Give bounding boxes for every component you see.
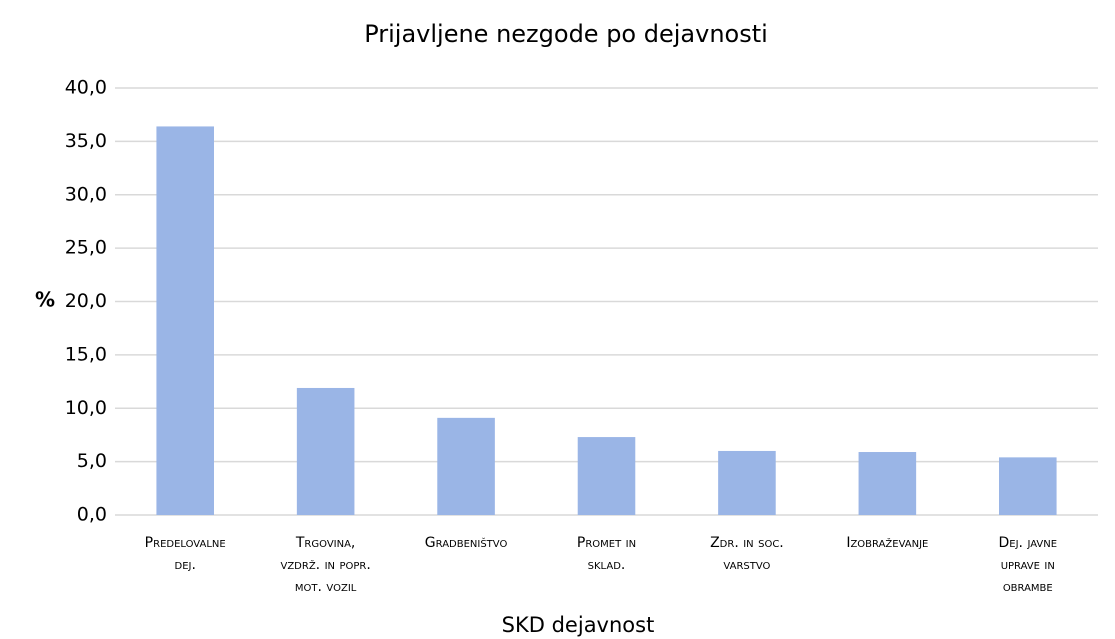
x-tick-label: Gradbeništvo — [425, 535, 508, 551]
y-tick-label: 20,0 — [65, 290, 107, 312]
x-tick-label: Promet in sklad. — [577, 535, 636, 573]
bar — [296, 387, 355, 515]
y-axis-label: % — [35, 288, 55, 312]
y-tick-label: 0,0 — [77, 504, 107, 526]
x-tick-label: Izobraževanje — [846, 535, 928, 551]
y-tick-label: 15,0 — [65, 343, 107, 365]
y-tick-label: 10,0 — [65, 397, 107, 419]
y-tick-label: 40,0 — [65, 77, 107, 99]
x-axis-label: SKD dejavnost — [502, 613, 655, 637]
bar — [718, 450, 776, 515]
x-tick-label: Trgovina, vzdrž. in popr. mot. vozil — [280, 535, 370, 595]
y-tick-label: 30,0 — [65, 183, 107, 205]
y-tick-label: 35,0 — [65, 130, 107, 152]
y-tick-label: 5,0 — [77, 450, 107, 472]
y-tick-label: 25,0 — [65, 237, 107, 259]
x-tick-label: Dej. javne uprave in obrambe — [999, 535, 1058, 595]
bar — [156, 126, 215, 516]
bar — [998, 457, 1057, 515]
bar — [858, 452, 917, 515]
chart-title: Prijavljene nezgode po dejavnosti — [364, 20, 768, 48]
x-tick-label: Predelovalne dej. — [145, 535, 226, 573]
x-tick-label: Zdr. in soc. varstvo — [710, 535, 784, 573]
bar — [577, 437, 636, 515]
bar — [437, 417, 495, 515]
